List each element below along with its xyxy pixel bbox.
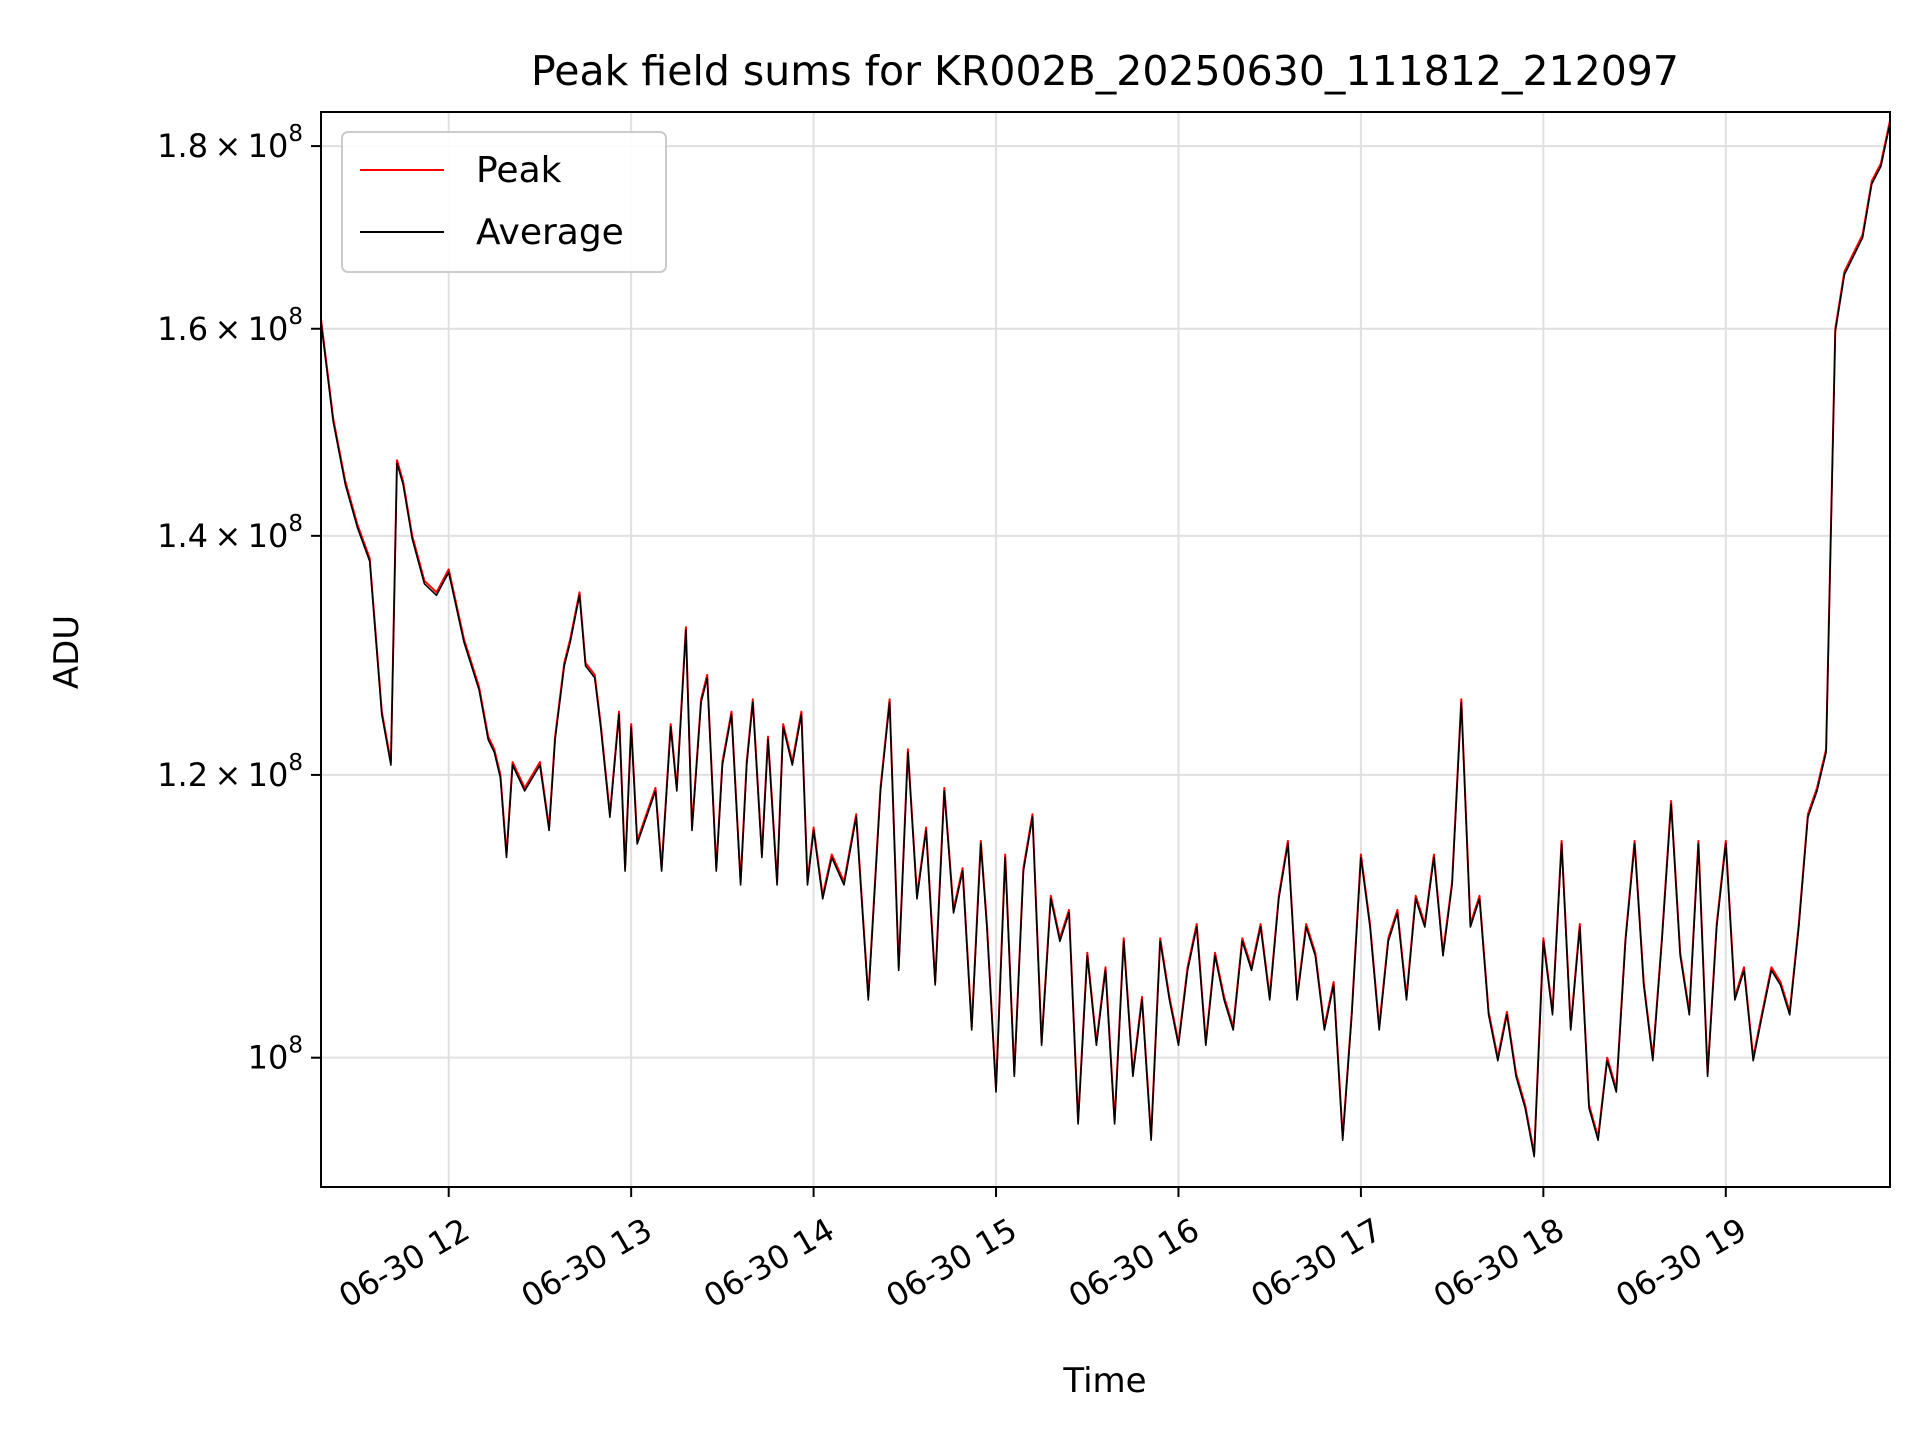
- y-tick-label: 1.8 × 108: [157, 121, 303, 165]
- series-line-average: [320, 123, 1891, 1158]
- y-tick-label: 1.2 × 108: [157, 750, 303, 794]
- chart-title: Peak field sums for KR002B_20250630_1118…: [531, 47, 1679, 95]
- legend: Peak Average: [341, 131, 667, 273]
- legend-label: Average: [476, 212, 624, 253]
- plot-area-frame: [320, 111, 1891, 1188]
- legend-label: Peak: [476, 150, 562, 191]
- series-lines: [320, 120, 1891, 1158]
- y-tick-label: 1.6 × 108: [157, 304, 303, 348]
- y-axis-label: ADU: [47, 615, 87, 689]
- grid-lines: [321, 112, 1890, 1187]
- legend-box: [341, 131, 667, 273]
- y-tick-label: 1.4 × 108: [157, 511, 303, 555]
- x-axis-label: Time: [1062, 1361, 1146, 1401]
